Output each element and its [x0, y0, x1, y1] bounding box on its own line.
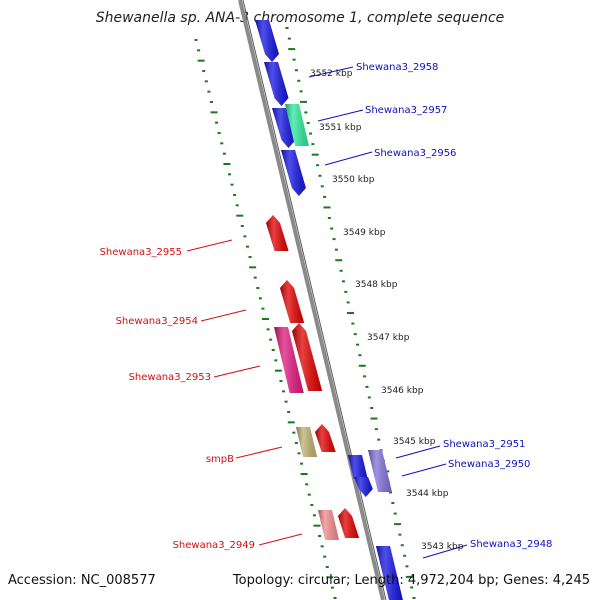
label-connector-line: [396, 446, 440, 458]
label-connector-line: [236, 447, 282, 458]
kbp-tick-label: 3543 kbp: [421, 542, 464, 552]
kbp-tick-label: 3552 kbp: [310, 69, 353, 79]
kbp-tick-label: 3546 kbp: [381, 386, 424, 396]
kbp-tick-label: 3550 kbp: [332, 175, 375, 185]
gene-label-reverse: Shewana3_2954: [116, 316, 198, 327]
gene-feature-reverse: [266, 215, 289, 251]
gene-label-forward: Shewana3_2951: [443, 439, 525, 450]
label-connectors: [187, 67, 467, 558]
label-connector-line: [214, 366, 260, 377]
gene-label-forward: Shewana3_2956: [374, 148, 456, 159]
gene-label-reverse: Shewana3_2955: [100, 247, 182, 258]
gene-label-reverse: smpB: [206, 454, 234, 465]
gene-label-forward: Shewana3_2957: [365, 105, 447, 116]
gene-label-reverse: Shewana3_2949: [173, 540, 255, 551]
kbp-tick-label: 3545 kbp: [393, 437, 436, 447]
label-connector-line: [187, 240, 232, 251]
gene-feature-reverse-shade: [280, 280, 304, 323]
label-connector-line: [402, 464, 446, 476]
genome-stats-text: Topology: circular; Length: 4,972,204 bp…: [233, 573, 590, 588]
kbp-tick-label: 3549 kbp: [343, 228, 386, 238]
gene-feature-reverse: [315, 424, 336, 452]
gene-feature-reverse: [280, 280, 304, 323]
label-connector-line: [325, 152, 372, 165]
gene-feature-reverse-shade: [338, 508, 359, 538]
label-connector-line: [318, 110, 363, 121]
gene-feature-forward: [348, 455, 368, 479]
gene-label-reverse: Shewana3_2953: [129, 372, 211, 383]
gene-feature-light-red-shade: [318, 510, 339, 540]
genome-map: 3552 kbp 3551 kbp 3550 kbp 3549 kbp 3548 kbp…: [0, 0, 600, 600]
chromosome-backbone-shadow: [243, 0, 386, 600]
gene-feature-forward: [255, 20, 279, 62]
label-connector-line: [201, 310, 246, 321]
kbp-tick-label: 3551 kbp: [319, 123, 362, 133]
gene-label-forward: Shewana3_2950: [448, 459, 530, 470]
kbp-tick-label: 3544 kbp: [406, 489, 449, 499]
gene-feature-reverse-shade: [315, 424, 336, 452]
gene-feature-forward-shade: [348, 455, 368, 479]
gene-feature-forward-shade: [264, 62, 289, 106]
gene-feature-reverse: [338, 508, 359, 538]
gene-feature-light-red: [318, 510, 339, 540]
gene-feature-forward-shade: [255, 20, 279, 62]
map-labels: 3552 kbp 3551 kbp 3550 kbp 3549 kbp 3548 kbp…: [100, 62, 553, 552]
kbp-tick-label: 3548 kbp: [355, 280, 398, 290]
gene-feature-reverse-shade: [266, 215, 289, 251]
gene-label-forward: Shewana3_2958: [356, 62, 438, 73]
chromosome-backbone: [240, 0, 383, 600]
gene-label-forward: Shewana3_2948: [470, 539, 552, 550]
label-connector-line: [259, 534, 302, 545]
kbp-tick-label: 3547 kbp: [367, 333, 410, 343]
accession-text: Accession: NC_008577: [8, 573, 156, 588]
gene-feature-forward: [264, 62, 289, 106]
